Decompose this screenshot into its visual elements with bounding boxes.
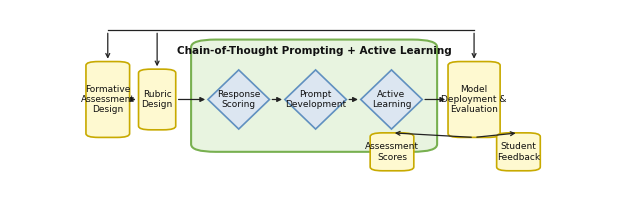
Text: Chain-of-Thought Prompting + Active Learning: Chain-of-Thought Prompting + Active Lear… <box>177 46 451 56</box>
Text: Student
Feedback: Student Feedback <box>497 142 540 162</box>
Polygon shape <box>208 70 269 129</box>
FancyBboxPatch shape <box>138 69 176 130</box>
FancyBboxPatch shape <box>191 40 437 152</box>
Text: Response
Scoring: Response Scoring <box>217 90 260 109</box>
FancyBboxPatch shape <box>86 61 129 138</box>
Text: Rubric
Design: Rubric Design <box>141 90 173 109</box>
FancyBboxPatch shape <box>497 133 540 171</box>
Text: Model
Deployment &
Evaluation: Model Deployment & Evaluation <box>442 85 507 114</box>
Text: Formative
Assessment
Design: Formative Assessment Design <box>81 85 135 114</box>
FancyBboxPatch shape <box>370 133 414 171</box>
Text: Assessment
Scores: Assessment Scores <box>365 142 419 162</box>
FancyBboxPatch shape <box>448 61 500 138</box>
Text: Active
Learning: Active Learning <box>372 90 412 109</box>
Polygon shape <box>285 70 346 129</box>
Polygon shape <box>361 70 422 129</box>
Text: Prompt
Development: Prompt Development <box>285 90 346 109</box>
